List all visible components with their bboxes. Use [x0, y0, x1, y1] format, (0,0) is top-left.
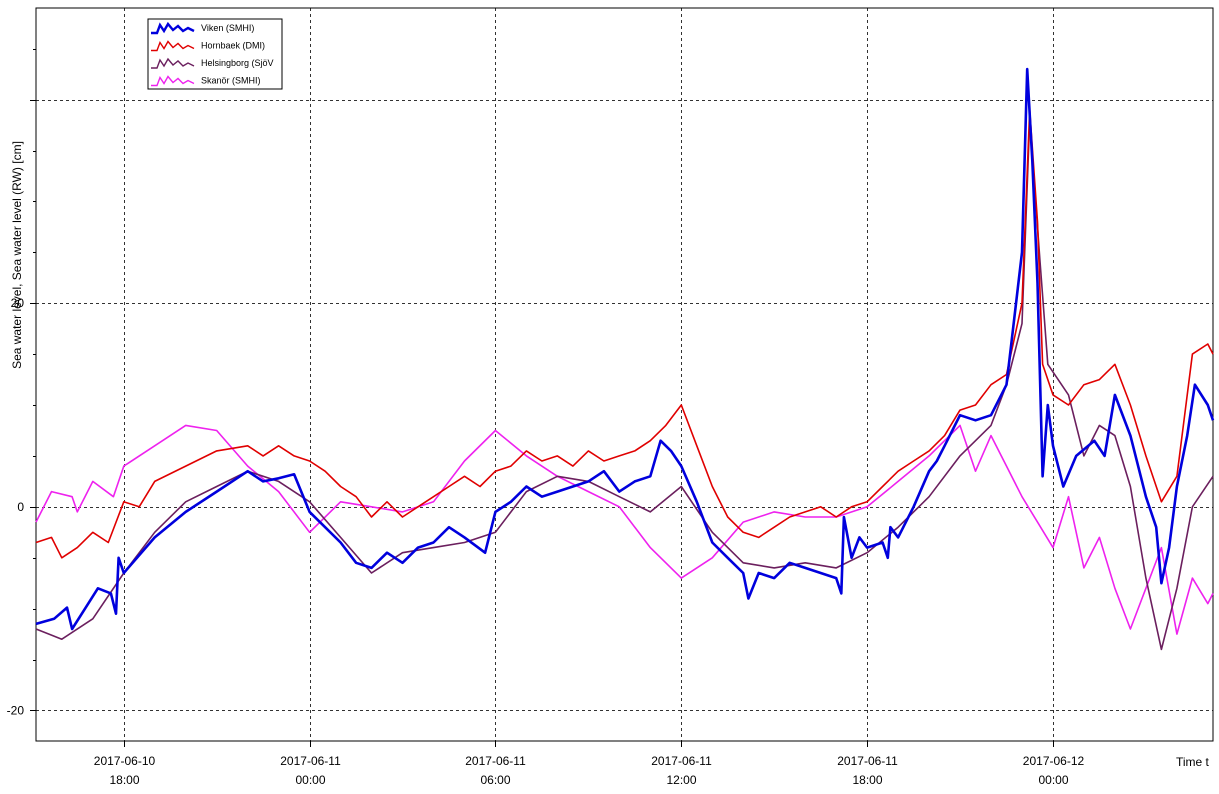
x-tick-label-time: 18:00 — [109, 773, 139, 787]
legend-swatch — [151, 40, 195, 52]
legend-label: Hornbaek (DMI) — [201, 41, 265, 51]
axes: 2017-06-10 18:00 2017-06-11 00:00 2017-06-11… — [7, 49, 1085, 787]
legend-box — [147, 18, 283, 90]
legend: Viken (SMHI) Hornbaek (DMI) Helsingborg (S… — [147, 18, 283, 90]
x-tick-label-date: 2017-06-11 — [465, 754, 526, 768]
x-tick-label-time: 00:00 — [295, 773, 325, 787]
x-tick-label-date: 2017-06-12 — [1023, 754, 1085, 768]
x-axis-title: Time t — [1176, 755, 1210, 769]
y-tick-label: -20 — [7, 703, 25, 717]
x-tick-label-date: 2017-06-11 — [651, 754, 712, 768]
series-line-1 — [35, 109, 1214, 559]
x-tick-label-time: 00:00 — [1038, 773, 1068, 787]
y-axis-title: Sea water level, Sea water level (RW) [c… — [10, 141, 24, 369]
legend-swatch — [151, 57, 195, 69]
x-tick-label-date: 2017-06-11 — [280, 754, 341, 768]
x-tick-label-date: 2017-06-11 — [837, 754, 898, 768]
x-tick-label-date: 2017-06-10 — [94, 754, 156, 768]
x-tick-label-time: 12:00 — [666, 773, 696, 787]
series-line-0 — [35, 67, 1215, 631]
grid — [36, 8, 1213, 741]
series-line-3 — [35, 424, 1214, 635]
y-tick-label: 0 — [17, 500, 24, 514]
legend-label: Viken (SMHI) — [201, 23, 254, 33]
plot-frame — [35, 7, 1214, 742]
legend-label: Helsingborg (SjöV — [201, 58, 274, 68]
legend-label: Skanör (SMHI) — [201, 76, 261, 86]
legend-swatch — [151, 75, 195, 87]
legend-swatch — [151, 21, 195, 35]
x-tick-label-time: 18:00 — [852, 773, 882, 787]
x-tick-label-time: 06:00 — [480, 773, 510, 787]
series-lines — [35, 67, 1215, 651]
y-tick-label: 20 — [11, 296, 25, 310]
